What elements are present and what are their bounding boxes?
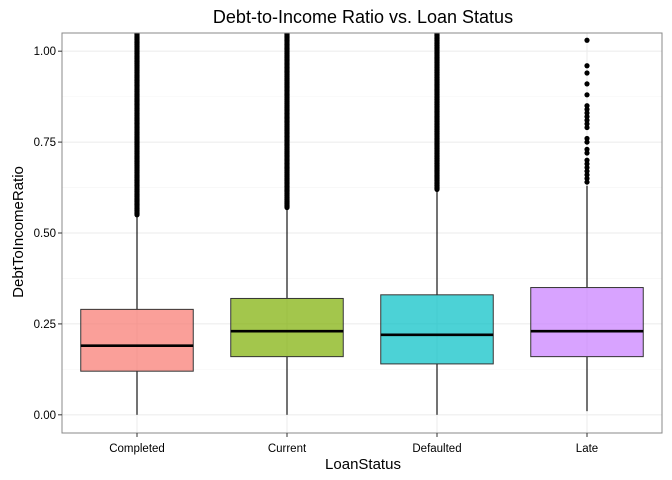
data-layer <box>80 33 644 415</box>
y-tick-label: 0.25 <box>34 319 56 331</box>
outlier-point <box>584 150 590 156</box>
outlier-point <box>584 135 590 142</box>
outlier-point <box>584 121 590 127</box>
y-axis-title: DebtToIncomeRatio <box>10 166 27 298</box>
outlier-point <box>584 103 590 109</box>
outlier-point <box>584 168 590 174</box>
outlier-point <box>584 157 590 163</box>
outlier-point <box>584 106 590 112</box>
outlier-point <box>584 114 590 120</box>
box-iqr <box>530 287 644 358</box>
box-late <box>530 37 644 412</box>
outlier-point <box>584 164 590 171</box>
outlier-point <box>584 139 590 145</box>
box-completed <box>80 33 194 415</box>
outlier-point <box>584 92 590 98</box>
x-tick-label: Late <box>576 443 598 455</box>
outlier-point <box>584 179 590 185</box>
box-defaulted <box>380 33 494 415</box>
outlier-point <box>584 70 590 76</box>
outlier-point <box>134 33 140 36</box>
x-axis-title: LoanStatus <box>325 456 401 473</box>
outlier-point <box>584 124 590 131</box>
y-tick-label: 0.75 <box>34 137 56 149</box>
box-current <box>230 33 344 415</box>
plot-area: 0.00 0.25 0.50 0.75 1.00 Completed Current Defa… <box>34 32 663 455</box>
outlier-point <box>584 117 590 123</box>
x-tick-label: Defaulted <box>412 443 461 455</box>
outlier-point <box>584 161 590 167</box>
box-iqr <box>230 297 344 358</box>
y-tick-label: 0.00 <box>34 410 56 422</box>
box-iqr <box>380 294 494 365</box>
outlier-point <box>584 37 590 43</box>
outlier-point <box>584 146 590 152</box>
outlier-point <box>584 63 590 69</box>
outlier-point <box>584 81 590 87</box>
outlier-point <box>434 33 440 36</box>
outlier-point <box>584 175 590 182</box>
x-tick-label: Current <box>268 443 307 455</box>
outlier-point <box>584 172 590 178</box>
outlier-point <box>584 110 590 116</box>
chart-title: Debt-to-Income Ratio vs. Loan Status <box>213 7 513 27</box>
box-iqr <box>80 308 194 372</box>
x-tick-label: Completed <box>109 443 165 455</box>
y-tick-label: 1.00 <box>34 46 56 58</box>
outlier-point <box>284 33 290 36</box>
y-tick-label: 0.50 <box>34 228 56 240</box>
